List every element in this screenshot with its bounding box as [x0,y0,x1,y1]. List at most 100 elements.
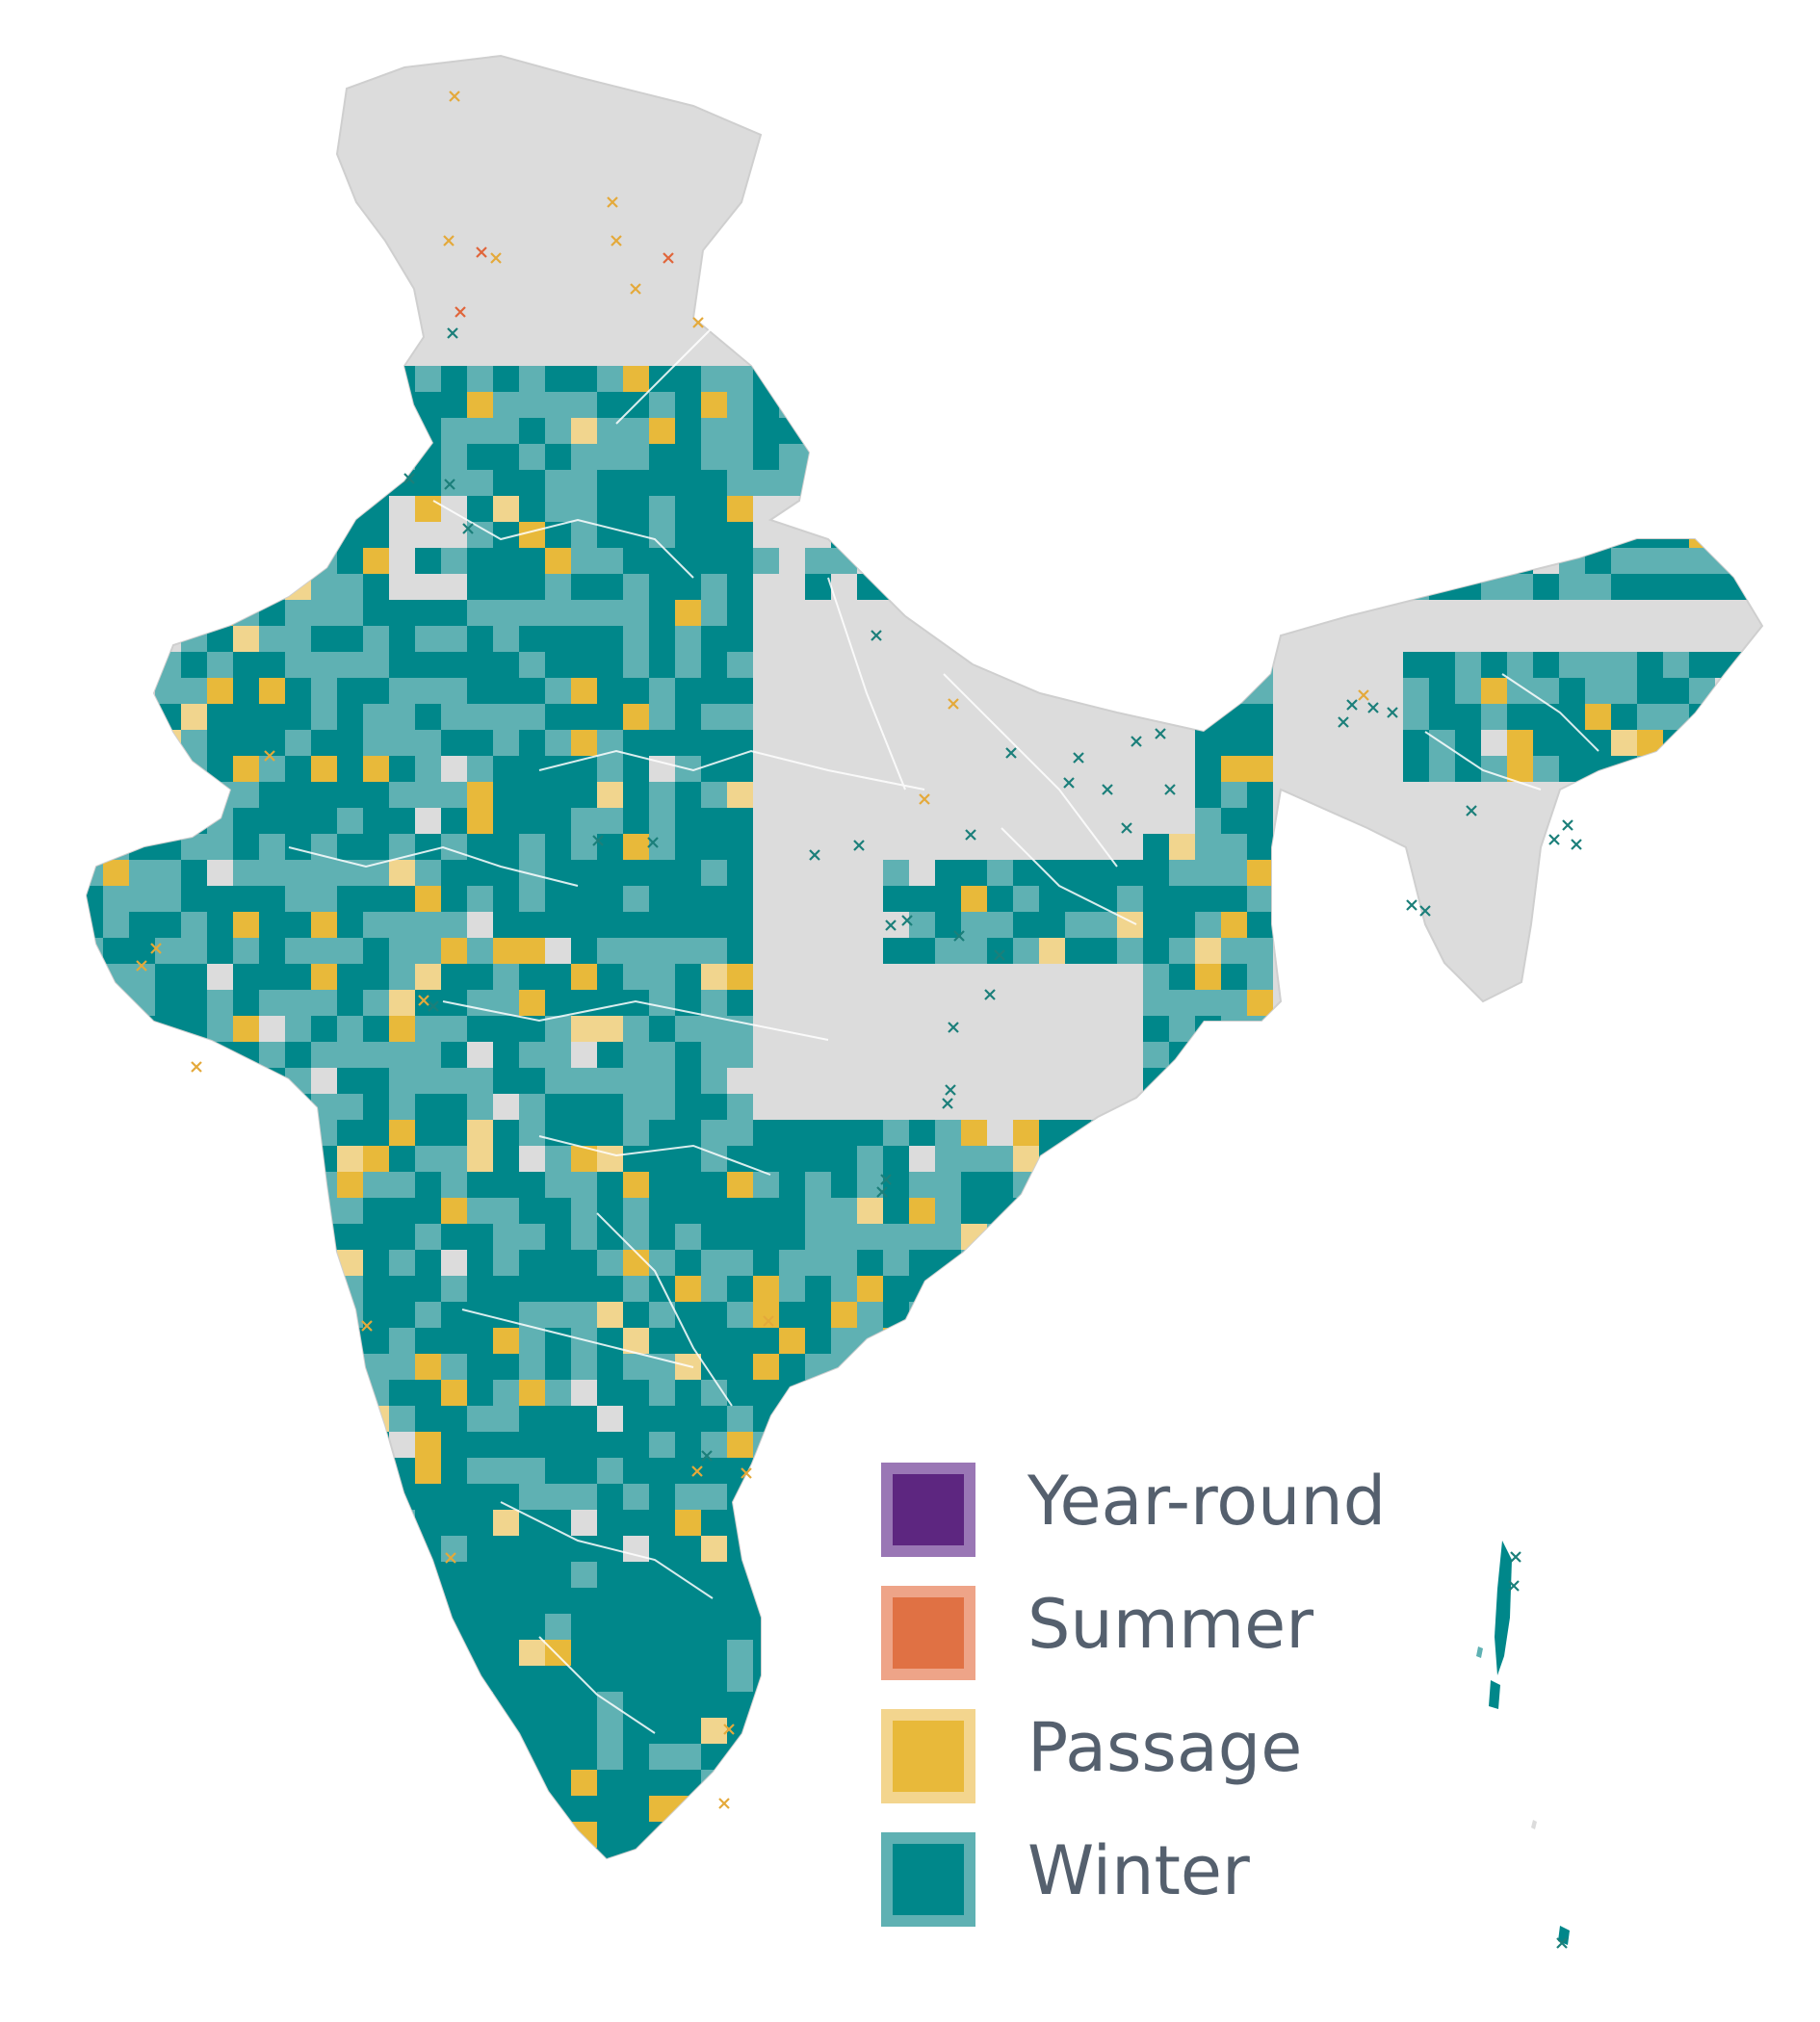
grid-cell [1507,704,1533,730]
grid-cell [415,782,441,808]
grid-cell [207,1198,233,1224]
grid-cell [1039,1172,1065,1198]
grid-cell [233,704,259,730]
grid-cell [1247,1172,1273,1198]
grid-cell [935,444,961,470]
grid-cell [727,600,753,626]
grid-cell [155,1562,181,1588]
grid-cell [467,990,493,1016]
grid-cell [623,1328,649,1354]
sighting-marker [1131,736,1142,747]
grid-cell [155,678,181,704]
grid-cell [1221,912,1247,938]
grid-cell [935,548,961,574]
grid-cell [623,1198,649,1224]
grid-cell [285,678,311,704]
grid-cell [1091,1224,1117,1250]
grid-cell [779,1276,805,1302]
grid-cell [519,1250,545,1276]
grid-cell [129,1822,155,1848]
grid-cell [337,1120,363,1146]
grid-cell [623,1640,649,1666]
grid-cell [987,860,1013,886]
grid-cell [753,444,779,470]
grid-cell [779,1198,805,1224]
legend-swatch-summer [881,1586,975,1680]
grid-cell [831,1822,857,1848]
grid-cell [441,1146,467,1172]
grid-cell [545,1536,571,1562]
grid-cell [1221,756,1247,782]
grid-cell [181,678,207,704]
grid-cell [337,1276,363,1302]
grid-cell [1143,1406,1169,1432]
grid-cell [1351,548,1377,574]
grid-cell [571,678,597,704]
grid-cell [1273,418,1299,444]
grid-cell [1221,782,1247,808]
grid-cell [727,1250,753,1276]
grid-cell [493,574,519,600]
grid-cell [207,1536,233,1562]
grid-cell [1377,366,1403,392]
grid-cell [129,1744,155,1770]
grid-cell [363,1172,389,1198]
sighting-marker [901,915,913,926]
grid-cell [1221,730,1247,756]
grid-cell [415,1666,441,1692]
grid-cell [545,1406,571,1432]
grid-cell [155,1484,181,1510]
grid-cell [701,652,727,678]
sighting-marker [723,1724,735,1735]
grid-cell [545,1588,571,1614]
grid-cell [285,470,311,496]
grid-cell [1065,860,1091,886]
grid-cell [441,1302,467,1328]
grid-cell [87,1094,103,1120]
grid-cell [1689,574,1715,600]
grid-cell [623,1510,649,1536]
grid-cell [207,1666,233,1692]
grid-cell [337,1146,363,1172]
grid-cell [727,964,753,990]
grid-cell [285,1198,311,1224]
grid-cell [1559,392,1585,418]
grid-cell [181,886,207,912]
grid-cell [207,1328,233,1354]
grid-cell [1117,392,1143,418]
grid-cell [1221,574,1247,600]
grid-cell [129,1718,155,1744]
grid-cell [1481,574,1507,600]
grid-cell [597,808,623,834]
grid-cell [87,392,103,418]
grid-cell [779,1224,805,1250]
grid-cell [1247,782,1273,808]
grid-cell [1195,730,1221,756]
grid-cell [701,1250,727,1276]
grid-cell [1221,548,1247,574]
grid-cell [311,912,337,938]
grid-cell [987,418,1013,444]
grid-cell [935,1302,961,1328]
grid-cell [493,938,519,964]
grid-cell [181,990,207,1016]
grid-cell [415,964,441,990]
grid-cell [597,1510,623,1536]
grid-cell [1091,496,1117,522]
grid-cell [1143,886,1169,912]
grid-cell [155,1822,181,1848]
grid-cell [675,600,701,626]
grid-cell [415,756,441,782]
grid-cell [285,704,311,730]
grid-cell [285,834,311,860]
grid-cell [207,496,233,522]
grid-cell [597,1068,623,1094]
grid-cell [129,964,155,990]
grid-cell [675,834,701,860]
grid-cell [831,1510,857,1536]
grid-cell [1221,600,1247,626]
grid-cell [129,860,155,886]
grid-cell [467,1744,493,1770]
grid-cell [779,1822,805,1848]
grid-cell [181,1458,207,1484]
